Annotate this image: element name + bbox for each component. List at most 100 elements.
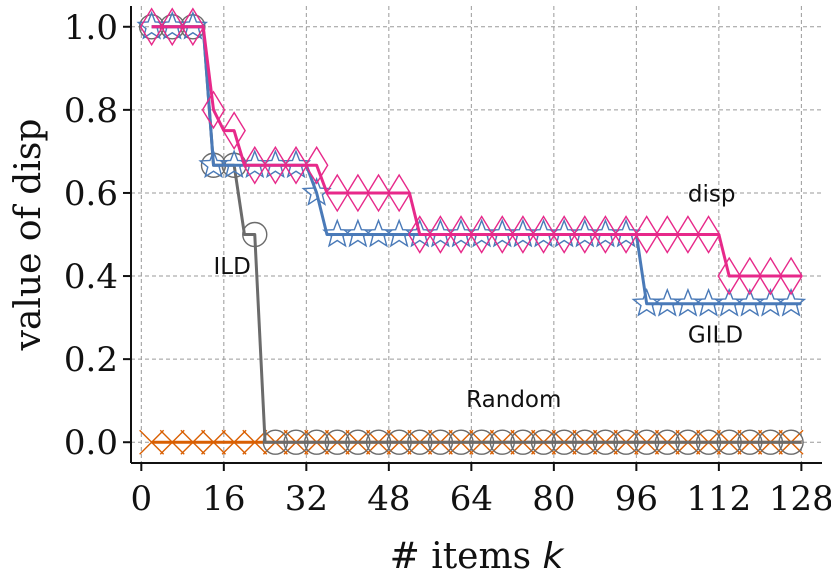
disp-marker — [490, 215, 515, 254]
disp-marker — [572, 215, 597, 254]
y-axis-title: value of disp — [8, 119, 49, 352]
disp-marker — [758, 256, 783, 296]
x-tick-label: 112 — [686, 479, 751, 519]
disp-marker — [593, 215, 618, 254]
ild-marker — [572, 429, 598, 455]
disp-marker — [428, 215, 453, 254]
ild-marker — [468, 429, 495, 455]
annotation-gild: GILD — [688, 323, 743, 349]
ild-marker — [551, 429, 577, 455]
ild-marker — [427, 429, 454, 455]
x-tick-label: 48 — [367, 479, 410, 519]
disp-marker — [511, 215, 535, 254]
random-marker — [242, 429, 268, 455]
ild-marker — [262, 429, 289, 455]
ild-marker — [303, 429, 330, 455]
disp-marker — [160, 7, 185, 47]
disp-marker — [181, 7, 205, 47]
gild-series — [136, 10, 807, 317]
ild-marker — [448, 429, 474, 455]
ild-marker — [737, 429, 763, 455]
ild-marker — [778, 429, 804, 455]
gild-marker — [177, 10, 209, 40]
x-tick-label: 128 — [769, 479, 831, 519]
ild-marker — [592, 429, 619, 455]
random-marker — [180, 429, 206, 455]
disp-marker — [737, 256, 762, 296]
disp-marker — [346, 173, 370, 213]
disp-marker — [717, 256, 741, 296]
disp-marker — [531, 215, 556, 254]
ild-marker — [242, 221, 268, 248]
random-marker — [159, 429, 185, 455]
ild-marker — [510, 429, 536, 455]
gild-marker — [775, 287, 807, 317]
disp-marker — [696, 215, 721, 254]
ild-marker — [365, 429, 392, 455]
x-tick-label: 32 — [285, 479, 328, 519]
random-marker — [221, 429, 247, 455]
disp-marker — [407, 215, 432, 254]
disp-marker — [263, 145, 288, 185]
disp-series — [139, 7, 803, 296]
x-tick-label: 0 — [130, 479, 152, 519]
ild-marker — [654, 429, 680, 455]
disp-marker — [779, 256, 803, 296]
disp-marker — [655, 215, 680, 254]
random-marker — [139, 429, 165, 455]
disp-marker — [469, 215, 494, 254]
disp-marker — [325, 173, 350, 213]
series-layer — [136, 7, 807, 455]
annotations: disp ILD GILD Random — [214, 181, 744, 413]
x-tick-label: 80 — [532, 479, 575, 519]
disp-marker — [552, 215, 576, 254]
y-tick-label: 0.8 — [64, 91, 118, 131]
random-marker — [201, 429, 227, 455]
disp-marker — [449, 215, 473, 254]
disp-marker — [614, 215, 638, 254]
disp-line — [151, 25, 802, 278]
ild-marker — [716, 429, 742, 455]
disp-marker — [676, 215, 700, 254]
disp-marker — [366, 173, 391, 213]
ild-marker — [757, 429, 784, 455]
disp-marker — [222, 111, 246, 150]
annotation-disp: disp — [688, 181, 736, 207]
ild-marker — [530, 429, 557, 455]
axes — [130, 6, 822, 464]
gild-marker — [280, 149, 312, 179]
ild-line — [151, 25, 802, 444]
ild-marker — [407, 429, 433, 455]
disp-marker — [304, 145, 329, 185]
y-tick-label: 0.6 — [64, 174, 118, 214]
x-tick-label: 16 — [202, 479, 245, 519]
ild-marker — [386, 429, 412, 455]
ild-marker — [324, 429, 350, 455]
disp-marker — [201, 90, 226, 130]
x-tick-label: 64 — [450, 479, 493, 519]
y-tick-label: 1.0 — [64, 8, 118, 48]
ild-marker — [695, 429, 722, 455]
ild-marker — [633, 429, 660, 455]
ild-marker — [283, 429, 309, 455]
y-tick-label: 0.2 — [64, 340, 118, 380]
disp-marker — [242, 145, 267, 185]
x-tick-label: 96 — [615, 479, 658, 519]
ild-marker — [489, 429, 515, 455]
gild-marker — [610, 218, 642, 248]
disp-marker — [284, 145, 308, 185]
annotation-random: Random — [466, 387, 561, 413]
disp-marker — [139, 7, 164, 47]
disp-marker — [387, 173, 411, 213]
ticks: 0 16 32 48 64 80 96 112 128 0.0 0.2 0.4 0.6 0.8 1.0 — [64, 8, 831, 519]
y-tick-label: 0.4 — [64, 257, 118, 297]
annotation-ild: ILD — [214, 254, 251, 280]
ild-marker — [613, 429, 639, 455]
ild-marker — [345, 429, 371, 455]
x-axis-title: # items k — [390, 536, 566, 577]
grid — [131, 6, 822, 463]
ild-marker — [675, 429, 701, 455]
disp-marker — [634, 215, 659, 254]
y-tick-label: 0.0 — [64, 423, 118, 463]
